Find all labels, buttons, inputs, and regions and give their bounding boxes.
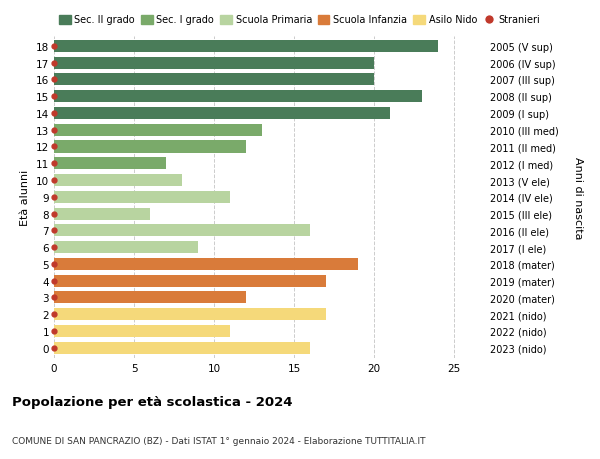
Bar bbox=[54, 74, 374, 86]
Bar bbox=[54, 225, 310, 237]
Bar bbox=[54, 292, 246, 304]
Bar bbox=[54, 174, 182, 187]
Bar bbox=[54, 91, 422, 103]
Bar bbox=[54, 342, 310, 354]
Bar bbox=[54, 308, 326, 320]
Bar bbox=[54, 191, 230, 203]
Text: Popolazione per età scolastica - 2024: Popolazione per età scolastica - 2024 bbox=[12, 395, 293, 408]
Bar bbox=[54, 158, 166, 170]
Bar bbox=[54, 141, 246, 153]
Bar bbox=[54, 258, 358, 270]
Bar bbox=[54, 57, 374, 69]
Y-axis label: Età alunni: Età alunni bbox=[20, 169, 31, 225]
Legend: Sec. II grado, Sec. I grado, Scuola Primaria, Scuola Infanzia, Asilo Nido, Stran: Sec. II grado, Sec. I grado, Scuola Prim… bbox=[59, 16, 540, 25]
Bar bbox=[54, 241, 198, 253]
Bar bbox=[54, 208, 150, 220]
Bar bbox=[54, 275, 326, 287]
Bar bbox=[54, 325, 230, 337]
Text: COMUNE DI SAN PANCRAZIO (BZ) - Dati ISTAT 1° gennaio 2024 - Elaborazione TUTTITA: COMUNE DI SAN PANCRAZIO (BZ) - Dati ISTA… bbox=[12, 436, 425, 445]
Bar bbox=[54, 41, 438, 53]
Y-axis label: Anni di nascita: Anni di nascita bbox=[573, 156, 583, 239]
Bar bbox=[54, 108, 390, 120]
Bar bbox=[54, 124, 262, 136]
